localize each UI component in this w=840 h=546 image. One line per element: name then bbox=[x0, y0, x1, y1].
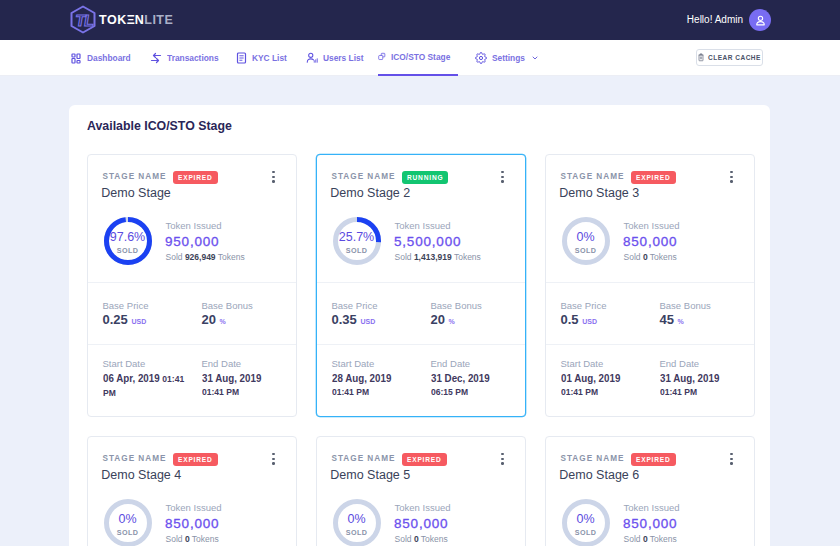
svg-text:TL: TL bbox=[74, 11, 96, 29]
